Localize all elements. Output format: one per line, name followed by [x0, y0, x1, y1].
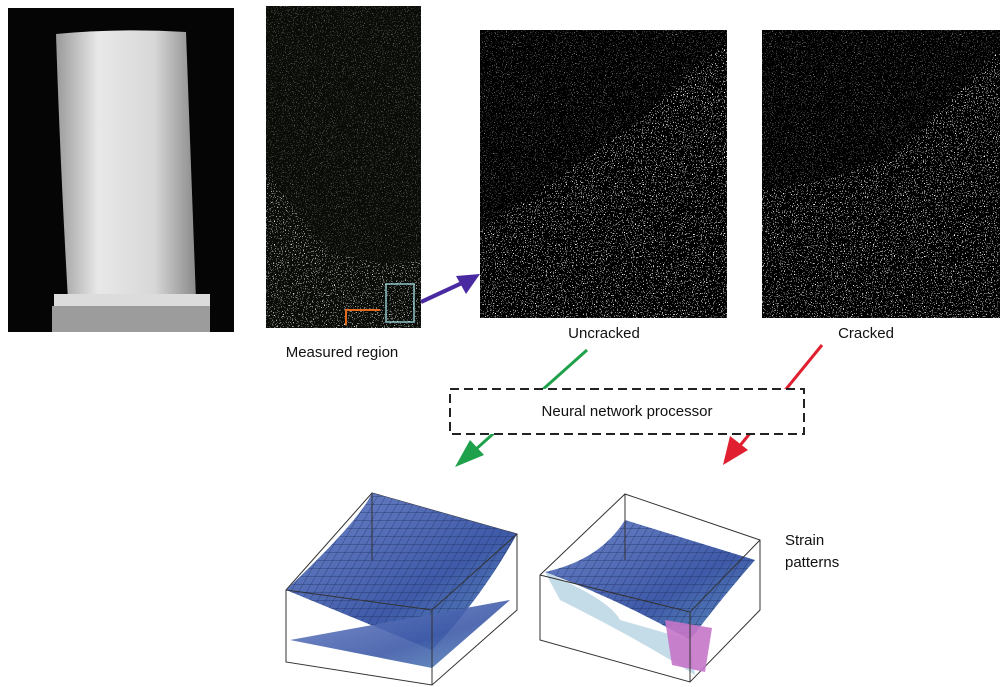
blade-photo	[8, 8, 234, 332]
strain-label: Strain	[785, 532, 824, 549]
cracked-surface	[540, 494, 760, 682]
uncracked-image	[480, 30, 727, 318]
measured-region-image	[266, 6, 421, 328]
strain-label: patterns	[785, 554, 839, 571]
processor-label: Neural network processor	[542, 403, 713, 420]
panel-label: Measured region	[286, 344, 399, 361]
cracked-image	[762, 30, 1000, 318]
panel-label: Uncracked	[568, 325, 640, 342]
panel-label: Cracked	[838, 325, 894, 342]
figure: Measured region Uncracked Cracked Neural…	[0, 0, 1000, 687]
uncracked-surface	[286, 493, 517, 685]
